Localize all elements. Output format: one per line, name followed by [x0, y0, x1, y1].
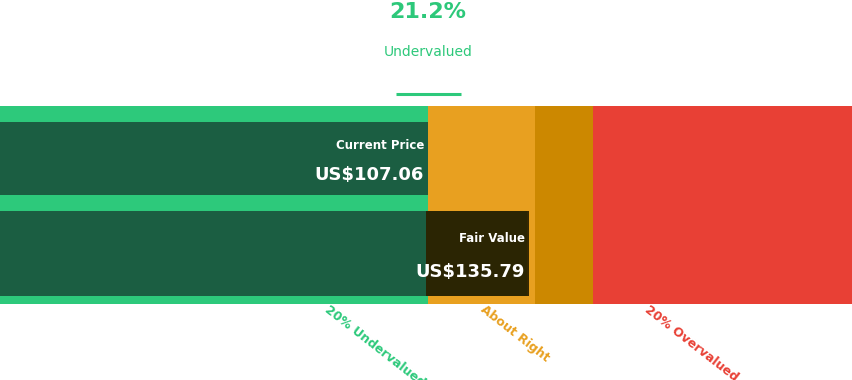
Bar: [428, 106, 534, 304]
Text: Undervalued: Undervalued: [383, 45, 472, 59]
Bar: [592, 106, 852, 304]
Bar: [0, 122, 428, 195]
Bar: [426, 211, 528, 296]
Text: US$107.06: US$107.06: [314, 166, 423, 184]
Bar: [0, 106, 428, 304]
Text: 21.2%: 21.2%: [389, 2, 466, 22]
Text: 20% Undervalued: 20% Undervalued: [322, 303, 428, 380]
Text: Current Price: Current Price: [335, 139, 423, 152]
Text: About Right: About Right: [477, 303, 551, 365]
Bar: [534, 106, 592, 304]
Text: 20% Overvalued: 20% Overvalued: [642, 303, 740, 380]
Bar: [0, 211, 527, 296]
Text: US$135.79: US$135.79: [415, 263, 524, 281]
Text: Fair Value: Fair Value: [458, 232, 524, 245]
